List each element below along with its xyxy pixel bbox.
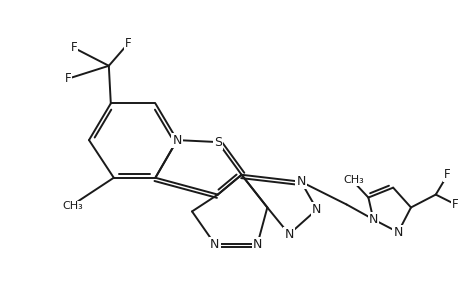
Text: N: N <box>368 213 377 226</box>
Text: F: F <box>443 168 450 181</box>
Text: N: N <box>312 203 321 216</box>
Text: N: N <box>252 238 262 250</box>
Text: CH₃: CH₃ <box>342 175 363 185</box>
Text: N: N <box>284 228 293 241</box>
Text: F: F <box>65 72 71 85</box>
Text: S: S <box>213 136 221 148</box>
Text: F: F <box>451 198 458 211</box>
Text: N: N <box>210 238 219 250</box>
Text: F: F <box>125 37 132 50</box>
Text: CH₃: CH₃ <box>62 202 84 212</box>
Text: N: N <box>296 175 305 188</box>
Text: N: N <box>392 226 402 239</box>
Text: N: N <box>172 134 181 147</box>
Text: F: F <box>71 41 77 55</box>
